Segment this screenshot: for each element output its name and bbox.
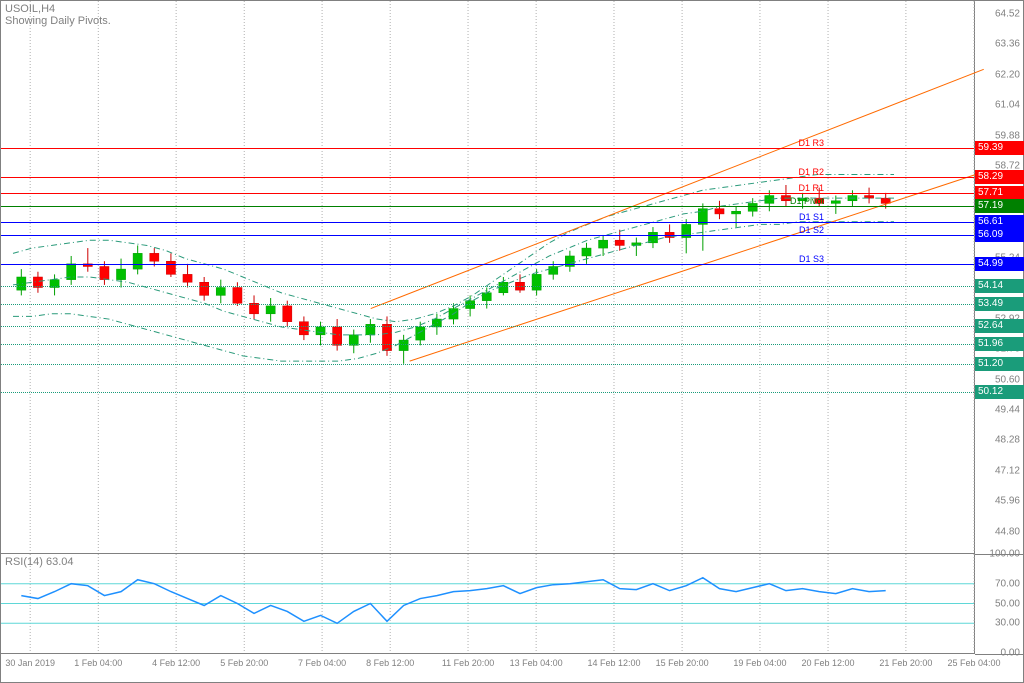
- dashed-level: [1, 286, 974, 287]
- rsi-y-tick: 0.00: [1001, 648, 1020, 659]
- dashed-level: [1, 392, 974, 393]
- pivot-line: [1, 206, 974, 207]
- pivot-line: [1, 235, 974, 236]
- x-tick-label: 8 Feb 12:00: [366, 658, 414, 668]
- price-box: 51.96: [975, 337, 1024, 351]
- dashed-level: [1, 304, 974, 305]
- y-tick-label: 62.20: [995, 69, 1020, 80]
- x-tick-label: 13 Feb 04:00: [510, 658, 563, 668]
- chart-container: USOIL,H4 Showing Daily Pivots. D1 R3 D1 R…: [0, 0, 1024, 683]
- x-tick-label: 7 Feb 04:00: [298, 658, 346, 668]
- pivot-label: D1 R3: [798, 138, 824, 148]
- price-box: 54.14: [975, 279, 1024, 293]
- pivot-label: D1 R2: [798, 167, 824, 177]
- x-tick-label: 20 Feb 12:00: [802, 658, 855, 668]
- price-chart-svg: [1, 1, 974, 553]
- y-tick-label: 49.44: [995, 405, 1020, 416]
- y-tick-label: 59.88: [995, 130, 1020, 141]
- y-tick-label: 44.80: [995, 526, 1020, 537]
- rsi-y-tick: 30.00: [995, 618, 1020, 629]
- rsi-svg: [1, 554, 974, 653]
- dashed-level: [1, 344, 974, 345]
- rsi-label: RSI(14) 63.04: [5, 556, 73, 568]
- chart-symbol: USOIL,H4: [5, 3, 55, 15]
- price-box: 56.61: [975, 215, 1024, 229]
- time-x-axis: 30 Jan 2019 1 Feb 04:00 4 Feb 12:00 5 Feb 2…: [1, 654, 975, 683]
- pivot-line: [1, 222, 974, 223]
- price-y-axis: 64.5263.3662.2061.0459.8858.7257.5656.40…: [975, 1, 1024, 555]
- pivot-label: D1 Pivot: [790, 196, 824, 206]
- price-chart-panel[interactable]: USOIL,H4 Showing Daily Pivots. D1 R3 D1 R…: [1, 1, 975, 554]
- pivot-label: D1 S1: [799, 212, 824, 222]
- y-tick-label: 61.04: [995, 100, 1020, 111]
- price-box: 59.39: [975, 141, 1024, 155]
- x-tick-label: 15 Feb 20:00: [656, 658, 709, 668]
- x-tick-label: 30 Jan 2019: [5, 658, 55, 668]
- x-tick-label: 5 Feb 20:00: [220, 658, 268, 668]
- y-tick-label: 50.60: [995, 374, 1020, 385]
- y-tick-label: 48.28: [995, 435, 1020, 446]
- pivot-line: [1, 148, 974, 149]
- price-box: 53.49: [975, 297, 1024, 311]
- rsi-y-axis: 100.0070.0050.0030.000.00: [975, 554, 1024, 655]
- price-box: 52.64: [975, 319, 1024, 333]
- rsi-y-tick: 70.00: [995, 578, 1020, 589]
- y-tick-label: 64.52: [995, 8, 1020, 19]
- pivot-line: [1, 193, 974, 194]
- price-box: 54.99: [975, 257, 1024, 271]
- y-tick-label: 45.96: [995, 496, 1020, 507]
- y-tick-label: 63.36: [995, 39, 1020, 50]
- dashed-level: [1, 326, 974, 327]
- x-tick-label: 21 Feb 20:00: [879, 658, 932, 668]
- x-tick-label: 25 Feb 04:00: [947, 658, 1000, 668]
- dashed-level: [1, 364, 974, 365]
- pivot-label: D1 S2: [799, 225, 824, 235]
- x-tick-label: 14 Feb 12:00: [587, 658, 640, 668]
- y-tick-label: 47.12: [995, 465, 1020, 476]
- price-box: 57.19: [975, 199, 1024, 213]
- rsi-y-tick: 100.00: [989, 549, 1020, 560]
- pivot-label: D1 S3: [799, 254, 824, 264]
- price-box: 50.12: [975, 385, 1024, 399]
- x-tick-label: 1 Feb 04:00: [74, 658, 122, 668]
- pivot-line: [1, 264, 974, 265]
- price-box: 58.29: [975, 170, 1024, 184]
- x-tick-label: 4 Feb 12:00: [152, 658, 200, 668]
- pivot-label: D1 R1: [798, 183, 824, 193]
- pivot-line: [1, 177, 974, 178]
- rsi-y-tick: 50.00: [995, 598, 1020, 609]
- x-tick-label: 11 Feb 20:00: [442, 658, 494, 668]
- rsi-panel[interactable]: RSI(14) 63.04: [1, 554, 975, 654]
- chart-subtitle: Showing Daily Pivots.: [5, 15, 111, 27]
- price-box: 51.20: [975, 357, 1024, 371]
- price-box: 57.71: [975, 186, 1024, 200]
- price-box: 56.09: [975, 228, 1024, 242]
- x-tick-label: 19 Feb 04:00: [733, 658, 786, 668]
